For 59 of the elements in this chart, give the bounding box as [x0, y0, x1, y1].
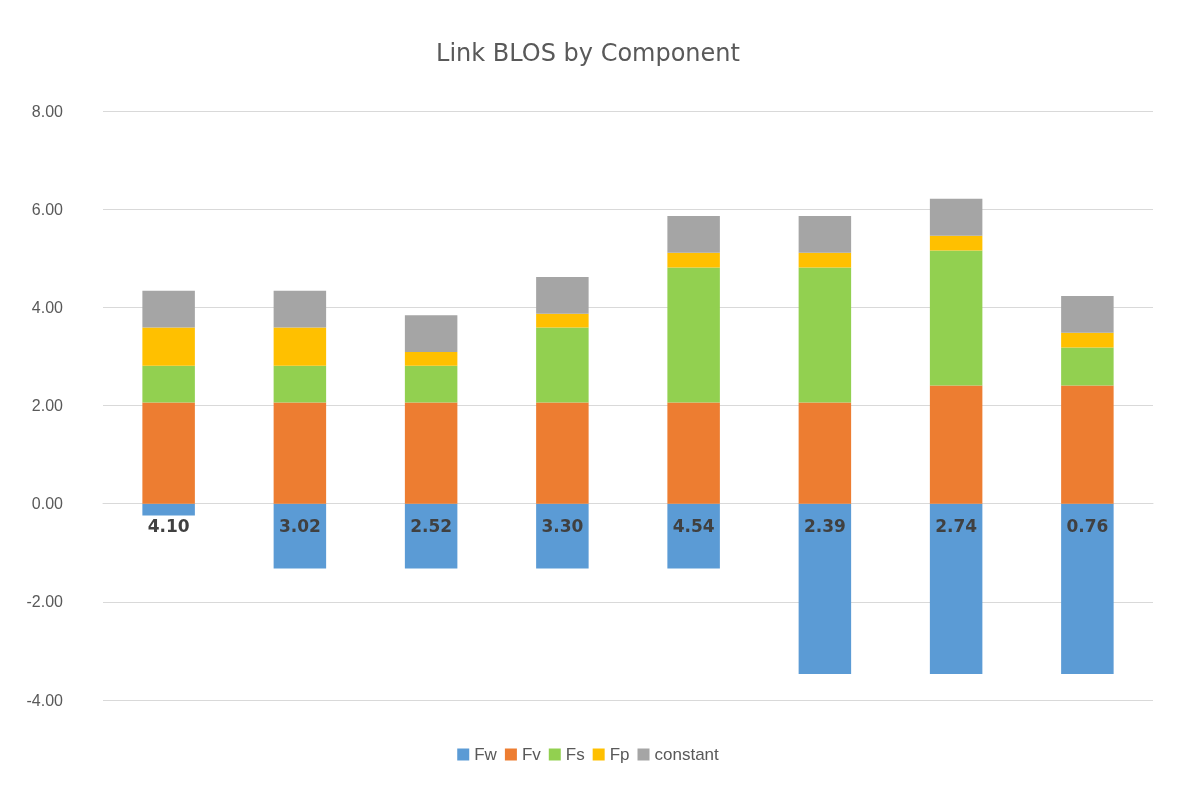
total-label: 2.52 — [410, 516, 453, 537]
bar — [798, 267, 852, 403]
legend-label: Fs — [565, 745, 585, 764]
y-tick-label: 6.00 — [31, 200, 64, 218]
total-label: 2.74 — [935, 516, 978, 537]
bar — [142, 365, 195, 403]
bar — [142, 290, 195, 328]
bar — [404, 352, 458, 366]
bar — [404, 365, 458, 403]
bar — [929, 235, 983, 251]
bar — [1061, 503, 1114, 674]
legend-label: Fp — [609, 745, 630, 764]
y-tick-label: 2.00 — [31, 397, 64, 414]
bar — [1061, 332, 1114, 348]
y-tick-label: 8.00 — [31, 102, 64, 120]
total-label: 4.10 — [147, 516, 190, 537]
bar — [536, 327, 589, 403]
bar — [929, 503, 983, 674]
bar — [798, 216, 852, 253]
bar — [142, 402, 195, 504]
total-label: 0.76 — [1066, 516, 1109, 537]
bar — [798, 503, 852, 674]
bar — [798, 402, 852, 504]
total-label: 3.02 — [278, 516, 321, 537]
bar — [1061, 385, 1114, 504]
bar — [667, 402, 720, 504]
bar — [273, 365, 327, 403]
bar — [929, 385, 983, 504]
bar — [273, 327, 327, 366]
chart-title: Link BLOS by Component — [436, 39, 740, 67]
y-tick-label: 4.00 — [31, 298, 64, 316]
bar — [667, 252, 720, 268]
y-tick-label: -2.00 — [26, 593, 64, 611]
bar — [536, 276, 589, 314]
bar — [1061, 296, 1114, 333]
bar — [929, 250, 983, 386]
bar — [404, 315, 458, 352]
bar — [798, 252, 852, 268]
bar — [929, 198, 983, 236]
bar — [536, 402, 589, 504]
bar — [536, 313, 589, 328]
bar — [142, 503, 195, 516]
bar — [273, 402, 327, 504]
y-tick-label: 0.00 — [31, 495, 64, 513]
y-tick-label: -4.00 — [26, 691, 64, 709]
legend-label: constant — [654, 745, 720, 764]
total-label: 4.54 — [672, 516, 715, 537]
bar — [667, 216, 720, 253]
bar — [404, 402, 458, 504]
bar — [1061, 347, 1114, 386]
total-label: 2.39 — [803, 516, 846, 537]
bar — [142, 327, 195, 366]
legend-label: Fv — [521, 745, 542, 764]
bar — [667, 267, 720, 403]
bar — [536, 503, 589, 569]
total-label: 3.30 — [541, 516, 584, 537]
bar — [273, 290, 327, 328]
bar — [667, 503, 720, 569]
legend-label: Fw — [474, 745, 498, 764]
